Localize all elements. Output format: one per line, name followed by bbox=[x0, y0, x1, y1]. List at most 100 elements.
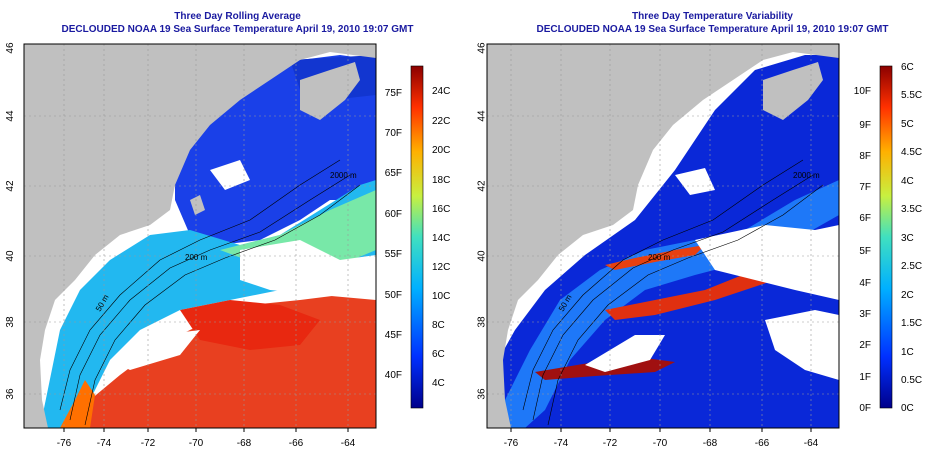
x-tick: -76 bbox=[57, 438, 72, 449]
cbar-c-label: 2.5C bbox=[901, 261, 922, 272]
y-tick: 46 bbox=[476, 42, 487, 54]
cbar-f-label: 10F bbox=[854, 86, 871, 97]
panel-title: Three Day Rolling Average bbox=[174, 11, 301, 22]
x-tick: -64 bbox=[341, 438, 356, 449]
cape-cod bbox=[190, 195, 205, 215]
x-axis: -76 -74 -72 -70 -68 -66 -64 bbox=[504, 428, 819, 449]
cbar-f-label: 1F bbox=[859, 372, 871, 383]
cbar-f-label: 75F bbox=[385, 88, 402, 99]
y-axis: 46 44 42 40 38 36 bbox=[5, 42, 16, 400]
cbar-c-label: 18C bbox=[432, 175, 450, 186]
colorbar-c-labels: 6C 5.5C 5C 4.5C 4C 3.5C 3C 2.5C 2C 1.5C … bbox=[901, 62, 922, 414]
cbar-c-label: 6C bbox=[901, 62, 914, 73]
contour-label-2000m: 2000 m bbox=[793, 171, 820, 180]
cbar-c-label: 22C bbox=[432, 116, 450, 127]
cbar-f-label: 4F bbox=[859, 278, 871, 289]
cbar-c-label: 1C bbox=[901, 347, 914, 358]
cloud-mask-3 bbox=[675, 168, 715, 195]
warm-core bbox=[180, 300, 320, 350]
cbar-c-label: 5C bbox=[901, 119, 914, 130]
nova-scotia bbox=[763, 62, 823, 120]
cbar-f-label: 0F bbox=[859, 403, 871, 414]
cloud-mask-2 bbox=[585, 335, 665, 372]
cbar-f-label: 6F bbox=[859, 213, 871, 224]
contour-2000m bbox=[547, 184, 824, 426]
map-figure: 50 m 200 m 2000 m -76 -74 -72 -70 -68 -6… bbox=[476, 42, 922, 449]
cbar-f-label: 3F bbox=[859, 309, 871, 320]
land bbox=[24, 44, 376, 428]
contour-2000m bbox=[84, 184, 361, 426]
colorbar-f-labels: 75F 70F 65F 60F 55F 50F 45F 40F bbox=[385, 88, 402, 381]
high-variability-streak-3 bbox=[605, 245, 705, 270]
cbar-c-label: 20C bbox=[432, 145, 450, 156]
variability-map bbox=[487, 44, 839, 428]
x-tick: -72 bbox=[603, 438, 618, 449]
cbar-f-label: 50F bbox=[385, 290, 402, 301]
cbar-c-label: 4C bbox=[901, 176, 914, 187]
cbar-c-label: 2C bbox=[901, 290, 914, 301]
x-tick: -76 bbox=[504, 438, 519, 449]
x-tick: -68 bbox=[703, 438, 718, 449]
cloud-mask-2 bbox=[110, 330, 200, 370]
cbar-c-label: 3.5C bbox=[901, 204, 922, 215]
y-tick: 46 bbox=[5, 42, 16, 54]
panel-subtitle: DECLOUDED NOAA 19 Sea Surface Temperatur… bbox=[61, 24, 414, 35]
contour-label-200m: 200 m bbox=[185, 253, 208, 262]
panel-subtitle: DECLOUDED NOAA 19 Sea Surface Temperatur… bbox=[536, 24, 889, 35]
x-tick: -64 bbox=[804, 438, 819, 449]
x-tick: -66 bbox=[755, 438, 770, 449]
sst-map bbox=[24, 44, 376, 428]
y-tick: 44 bbox=[5, 110, 16, 122]
cbar-c-label: 24C bbox=[432, 86, 450, 97]
cbar-f-label: 5F bbox=[859, 246, 871, 257]
cbar-f-label: 40F bbox=[385, 370, 402, 381]
cloud-mask-3 bbox=[210, 160, 250, 190]
colorbar-f-labels: 10F 9F 8F 7F 6F 5F 4F 3F 2F 1F 0F bbox=[854, 86, 871, 414]
cbar-c-label: 16C bbox=[432, 204, 450, 215]
cbar-c-label: 4C bbox=[432, 378, 445, 389]
panel-title: Three Day Temperature Variability bbox=[632, 11, 793, 22]
y-tick: 40 bbox=[476, 250, 487, 262]
cbar-f-label: 55F bbox=[385, 249, 402, 260]
contour-50m bbox=[522, 159, 804, 411]
nova-scotia bbox=[300, 62, 360, 120]
x-tick: -70 bbox=[653, 438, 668, 449]
cloud-mask-1 bbox=[695, 225, 839, 300]
y-tick: 42 bbox=[476, 180, 487, 192]
y-tick: 38 bbox=[5, 316, 16, 328]
cloud-mask-4 bbox=[765, 310, 839, 380]
x-tick: -74 bbox=[554, 438, 569, 449]
cbar-f-label: 70F bbox=[385, 128, 402, 139]
panel-average: Three Day Rolling Average DECLOUDED NOAA… bbox=[5, 11, 450, 449]
y-tick: 40 bbox=[5, 250, 16, 262]
x-axis: -76 -74 -72 -70 -68 -66 -64 bbox=[57, 428, 356, 449]
x-tick: -72 bbox=[141, 438, 156, 449]
y-tick: 36 bbox=[476, 388, 487, 400]
cbar-f-label: 65F bbox=[385, 168, 402, 179]
land bbox=[487, 44, 839, 428]
contour-200m bbox=[69, 174, 351, 421]
cbar-f-label: 8F bbox=[859, 151, 871, 162]
colorbar bbox=[879, 65, 893, 409]
contour-200m bbox=[532, 174, 814, 421]
y-tick: 42 bbox=[5, 180, 16, 192]
coastal-warm bbox=[60, 380, 95, 428]
contour-label-200m: 200 m bbox=[648, 253, 671, 262]
cbar-c-label: 6C bbox=[432, 349, 445, 360]
x-tick: -66 bbox=[289, 438, 304, 449]
x-tick: -74 bbox=[97, 438, 112, 449]
cbar-f-label: 9F bbox=[859, 120, 871, 131]
cbar-c-label: 0C bbox=[901, 403, 914, 414]
contour-label-2000m: 2000 m bbox=[330, 171, 357, 180]
y-tick: 44 bbox=[476, 110, 487, 122]
cbar-c-label: 12C bbox=[432, 262, 450, 273]
y-axis: 46 44 42 40 38 36 bbox=[476, 42, 487, 400]
cbar-c-label: 10C bbox=[432, 291, 450, 302]
cbar-c-label: 1.5C bbox=[901, 318, 922, 329]
cloud-mask-1 bbox=[240, 240, 376, 300]
y-tick: 38 bbox=[476, 316, 487, 328]
cbar-f-label: 7F bbox=[859, 182, 871, 193]
cbar-c-label: 3C bbox=[901, 233, 914, 244]
x-tick: -70 bbox=[189, 438, 204, 449]
y-tick: 36 bbox=[5, 388, 16, 400]
